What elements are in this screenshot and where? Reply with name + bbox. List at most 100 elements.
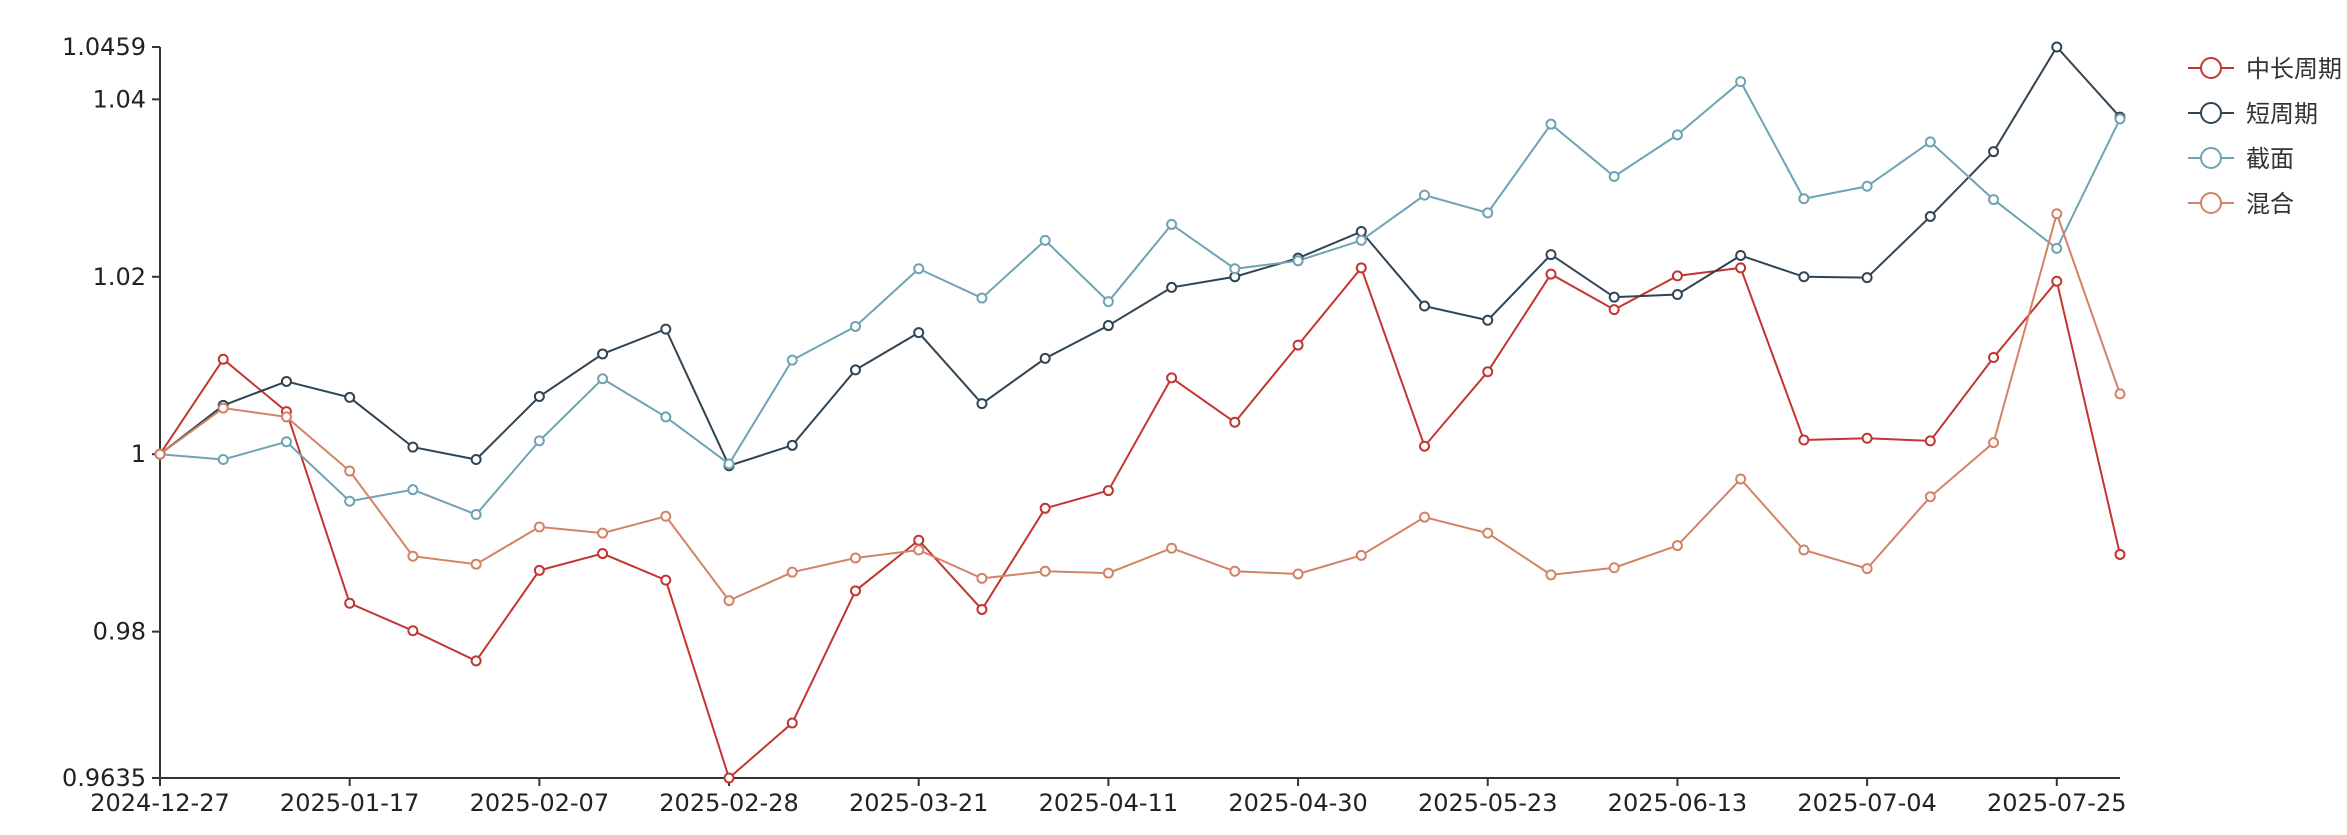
data-point[interactable]: [1039, 234, 1051, 246]
data-point[interactable]: [1102, 485, 1114, 497]
data-point[interactable]: [1861, 272, 1873, 284]
data-point[interactable]: [217, 353, 229, 365]
data-point[interactable]: [1229, 263, 1241, 275]
data-point[interactable]: [913, 327, 925, 339]
data-point[interactable]: [1039, 502, 1051, 514]
data-point[interactable]: [217, 454, 229, 466]
data-point[interactable]: [1861, 563, 1873, 575]
data-point[interactable]: [1924, 491, 1936, 503]
data-point[interactable]: [786, 566, 798, 578]
data-point[interactable]: [849, 364, 861, 376]
data-point[interactable]: [1419, 189, 1431, 201]
data-point[interactable]: [533, 391, 545, 403]
data-point[interactable]: [280, 411, 292, 423]
data-point[interactable]: [407, 441, 419, 453]
data-point[interactable]: [280, 375, 292, 387]
data-point[interactable]: [1039, 352, 1051, 364]
data-point[interactable]: [1229, 416, 1241, 428]
legend-item-0[interactable]: 中长周期: [2188, 55, 2342, 83]
data-point[interactable]: [1735, 249, 1747, 261]
data-point[interactable]: [786, 717, 798, 729]
data-point[interactable]: [1102, 296, 1114, 308]
data-point[interactable]: [154, 448, 166, 460]
data-point[interactable]: [470, 509, 482, 521]
data-point[interactable]: [1608, 171, 1620, 183]
data-point[interactable]: [723, 595, 735, 607]
data-point[interactable]: [1988, 437, 2000, 449]
data-point[interactable]: [786, 354, 798, 366]
data-point[interactable]: [470, 558, 482, 570]
data-point[interactable]: [660, 323, 672, 335]
data-point[interactable]: [1482, 366, 1494, 378]
data-point[interactable]: [533, 521, 545, 533]
data-point[interactable]: [1735, 473, 1747, 485]
data-point[interactable]: [1798, 544, 1810, 556]
data-point[interactable]: [1482, 314, 1494, 326]
data-point[interactable]: [1608, 291, 1620, 303]
data-point[interactable]: [344, 597, 356, 609]
data-point[interactable]: [1039, 565, 1051, 577]
data-point[interactable]: [1102, 320, 1114, 332]
data-point[interactable]: [1419, 511, 1431, 523]
data-point[interactable]: [1166, 372, 1178, 384]
data-point[interactable]: [1545, 569, 1557, 581]
data-point[interactable]: [407, 550, 419, 562]
data-point[interactable]: [344, 391, 356, 403]
data-point[interactable]: [2051, 208, 2063, 220]
data-point[interactable]: [1292, 255, 1304, 267]
data-point[interactable]: [344, 495, 356, 507]
data-point[interactable]: [1355, 262, 1367, 274]
data-point[interactable]: [723, 772, 735, 784]
legend-item-1[interactable]: 短周期: [2188, 100, 2318, 128]
data-point[interactable]: [2114, 548, 2126, 560]
data-point[interactable]: [1545, 268, 1557, 280]
legend-item-2[interactable]: 截面: [2188, 145, 2294, 173]
data-point[interactable]: [470, 454, 482, 466]
data-point[interactable]: [849, 552, 861, 564]
data-point[interactable]: [1608, 562, 1620, 574]
data-point[interactable]: [976, 603, 988, 615]
data-point[interactable]: [1861, 432, 1873, 444]
data-point[interactable]: [597, 373, 609, 385]
data-point[interactable]: [533, 564, 545, 576]
data-point[interactable]: [976, 292, 988, 304]
data-point[interactable]: [597, 548, 609, 560]
data-point[interactable]: [1419, 440, 1431, 452]
data-point[interactable]: [1988, 351, 2000, 363]
data-point[interactable]: [849, 320, 861, 332]
data-point[interactable]: [1355, 549, 1367, 561]
data-point[interactable]: [1166, 218, 1178, 230]
data-point[interactable]: [1735, 76, 1747, 88]
data-point[interactable]: [1988, 146, 2000, 158]
data-point[interactable]: [1482, 207, 1494, 219]
data-point[interactable]: [533, 435, 545, 447]
data-point[interactable]: [2051, 242, 2063, 254]
data-point[interactable]: [1545, 118, 1557, 130]
data-point[interactable]: [280, 436, 292, 448]
data-point[interactable]: [1671, 129, 1683, 141]
data-point[interactable]: [1482, 527, 1494, 539]
data-point[interactable]: [1166, 542, 1178, 554]
data-point[interactable]: [976, 572, 988, 584]
data-point[interactable]: [2051, 275, 2063, 287]
data-point[interactable]: [2114, 113, 2126, 125]
data-point[interactable]: [976, 398, 988, 410]
legend-item-3[interactable]: 混合: [2188, 190, 2294, 218]
data-point[interactable]: [786, 439, 798, 451]
data-point[interactable]: [1671, 270, 1683, 282]
data-point[interactable]: [1419, 300, 1431, 312]
data-point[interactable]: [913, 544, 925, 556]
data-point[interactable]: [407, 625, 419, 637]
data-point[interactable]: [2114, 388, 2126, 400]
data-point[interactable]: [597, 527, 609, 539]
data-point[interactable]: [1545, 249, 1557, 261]
data-point[interactable]: [660, 411, 672, 423]
data-point[interactable]: [344, 465, 356, 477]
data-point[interactable]: [913, 534, 925, 546]
data-point[interactable]: [1924, 136, 1936, 148]
data-point[interactable]: [1292, 339, 1304, 351]
data-point[interactable]: [1671, 540, 1683, 552]
data-point[interactable]: [723, 458, 735, 470]
data-point[interactable]: [1861, 180, 1873, 192]
